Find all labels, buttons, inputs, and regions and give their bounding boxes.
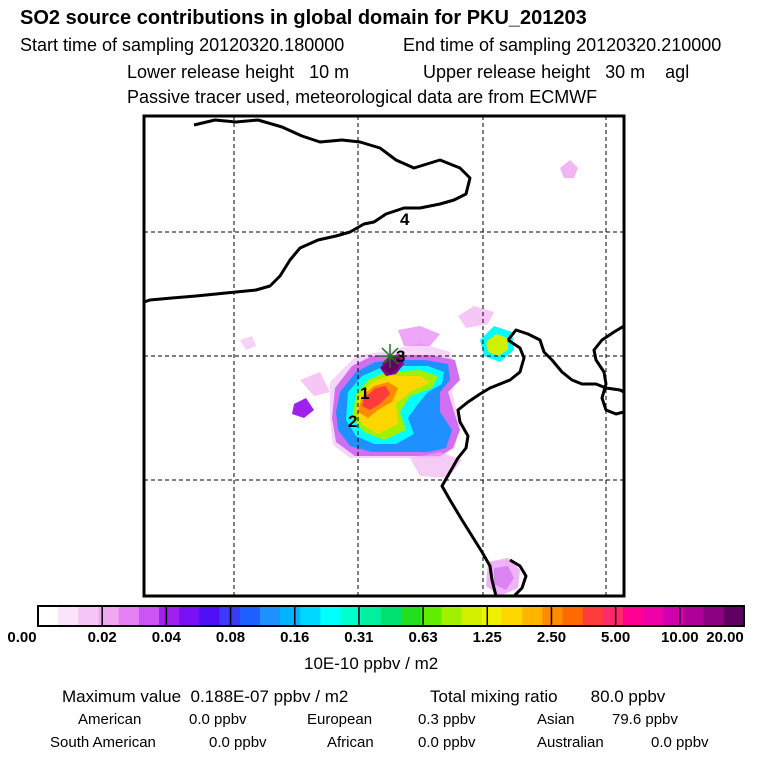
color-bar-swatch [461, 606, 483, 626]
color-bar-swatch [481, 606, 503, 626]
region-name-american: American [78, 711, 142, 728]
model-note: Passive tracer used, meteorological data… [127, 87, 598, 107]
color-bar-swatch [582, 606, 604, 626]
color-bar-swatch [259, 606, 281, 626]
color-bar-swatch [723, 606, 745, 626]
color-bar-swatch [179, 606, 200, 626]
start-time-value: 20120320.180000 [199, 35, 345, 55]
color-bar-swatch [300, 606, 321, 626]
color-bar-swatch [522, 606, 543, 626]
total-mixing-value: 80.0 ppbv [590, 687, 666, 706]
color-bar-swatch [683, 606, 705, 626]
color-bar-swatch [441, 606, 463, 626]
lower-height-value: 10 m [309, 62, 350, 82]
color-bar-frame [37, 605, 745, 627]
upper-height-value: 30 m [605, 62, 646, 82]
color-bar-units: 10E-10 ppbv / m2 [304, 654, 439, 673]
total-mixing-label: Total mixing ratio [430, 687, 558, 706]
start-time-label: Start time of sampling [20, 35, 195, 55]
height-reference: agl [665, 62, 690, 82]
end-time-value: 20120320.210000 [576, 35, 722, 55]
region-value-european: 0.3 ppbv [418, 711, 476, 728]
color-bar-swatch [643, 606, 664, 626]
region-value-american: 0.0 ppbv [189, 711, 247, 728]
maximum-value-number: 0.188E-07 ppbv / m2 [190, 687, 349, 706]
map-label-2: 2 [348, 412, 357, 431]
color-bar-tick-label: 0.31 [344, 629, 374, 646]
color-bar-swatch [360, 606, 382, 626]
end-time: End time of sampling 20120320.210000 [403, 36, 721, 54]
color-bar-swatch [340, 606, 362, 626]
upper-release-height: Upper release height 30 m agl [423, 63, 689, 81]
color-bar [38, 606, 745, 626]
color-bar-swatch [380, 606, 402, 626]
color-bar-swatch [239, 606, 261, 626]
color-bar-swatch [58, 606, 79, 626]
maximum-value-label: Maximum value [62, 687, 182, 706]
color-bar-tick-label: 10.00 [661, 629, 699, 646]
color-bar-swatch [199, 606, 221, 626]
color-bar-swatch [421, 606, 443, 626]
color-bar-tick-label: 5.00 [601, 629, 631, 646]
color-bar-tick-label: 0.16 [280, 629, 310, 646]
color-bar-swatch [401, 606, 422, 626]
upper-height-label: Upper release height [423, 62, 591, 82]
page-title: SO2 source contributions in global domai… [20, 7, 587, 29]
region-value-african: 0.0 ppbv [418, 734, 476, 751]
region-name-australian: Australian [537, 734, 604, 751]
color-bar-swatch [118, 606, 140, 626]
color-bar-swatch [663, 606, 685, 626]
region-value-asian: 79.6 ppbv [612, 711, 678, 728]
color-bar-tick-label: 0.02 [87, 629, 117, 646]
color-bar-swatch [280, 606, 301, 626]
color-bar-tick-label: 20.00 [706, 629, 744, 646]
color-bar-tick-label: 1.25 [472, 629, 502, 646]
map-label-1: 1 [360, 384, 369, 403]
lower-height-label: Lower release height [127, 62, 295, 82]
color-bar-tick-label: 0.00 [7, 629, 37, 646]
color-bar-tick-label: 0.08 [215, 629, 246, 646]
total-mixing-ratio: Total mixing ratio 80.0 ppbv [430, 688, 665, 705]
map-label-4: 4 [400, 210, 410, 229]
color-bar-tick-label: 0.63 [408, 629, 438, 646]
map-frame [142, 114, 626, 598]
color-bar-swatch [542, 606, 564, 626]
region-name-african: African [327, 734, 374, 751]
end-time-label: End time of sampling [403, 35, 572, 55]
region-name-european: European [307, 711, 373, 728]
region-value-south-american: 0.0 ppbv [209, 734, 267, 751]
maximum-value: Maximum value 0.188E-07 ppbv / m2 [62, 688, 348, 705]
color-bar-swatch [602, 606, 624, 626]
region-value-australian: 0.0 ppbv [651, 734, 709, 751]
map-label-3: 3 [396, 347, 405, 366]
map-borders [144, 118, 624, 596]
color-bar-swatch [138, 606, 160, 626]
color-bar-swatch [562, 606, 584, 626]
start-time: Start time of sampling 20120320.180000 [20, 36, 344, 54]
color-bar-swatch [320, 606, 342, 626]
color-bar-swatch [78, 606, 100, 626]
lower-release-height: Lower release height 10 m [127, 63, 349, 81]
color-bar-swatch [622, 606, 644, 626]
color-bar-swatch [98, 606, 120, 626]
color-bar-swatch [501, 606, 523, 626]
color-bar-tick-label: 2.50 [536, 629, 567, 646]
color-bar-swatch [38, 606, 59, 626]
region-name-south-american: South American [50, 734, 156, 751]
release-site-star [378, 344, 402, 368]
color-bar-tick-label: 0.04 [151, 629, 181, 646]
color-bar-swatch [703, 606, 725, 626]
color-bar-swatch [159, 606, 180, 626]
region-name-asian: Asian [537, 711, 575, 728]
